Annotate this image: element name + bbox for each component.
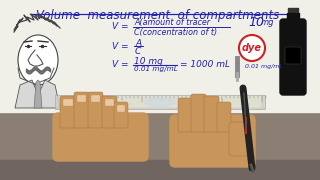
FancyBboxPatch shape: [204, 96, 219, 132]
Text: = 1000 mL: = 1000 mL: [180, 60, 230, 69]
Ellipse shape: [18, 35, 58, 85]
FancyBboxPatch shape: [91, 95, 100, 102]
FancyBboxPatch shape: [63, 99, 73, 106]
Text: C: C: [135, 47, 141, 56]
Bar: [0, 160, 320, 180]
Bar: [0, 0, 320, 112]
FancyBboxPatch shape: [105, 99, 114, 106]
FancyBboxPatch shape: [178, 98, 193, 132]
FancyBboxPatch shape: [53, 113, 148, 161]
Text: C(concentration of t): C(concentration of t): [134, 28, 217, 37]
Polygon shape: [34, 80, 42, 108]
Bar: [0, 108, 320, 180]
FancyBboxPatch shape: [217, 102, 231, 132]
FancyBboxPatch shape: [229, 122, 248, 156]
Text: V =: V =: [112, 60, 129, 69]
Text: 10: 10: [248, 16, 264, 29]
Text: 10 mg: 10 mg: [134, 57, 163, 66]
FancyBboxPatch shape: [102, 96, 117, 128]
FancyBboxPatch shape: [170, 115, 255, 167]
FancyBboxPatch shape: [60, 96, 76, 128]
Bar: [55, 95, 265, 109]
Text: Volume  measurement  of compartments: Volume measurement of compartments: [36, 9, 280, 22]
FancyBboxPatch shape: [88, 92, 103, 128]
Ellipse shape: [145, 98, 175, 107]
Text: mg: mg: [261, 18, 275, 27]
FancyBboxPatch shape: [77, 95, 86, 102]
FancyBboxPatch shape: [117, 105, 125, 112]
FancyBboxPatch shape: [191, 94, 206, 132]
FancyBboxPatch shape: [280, 19, 306, 95]
FancyBboxPatch shape: [74, 92, 89, 128]
Text: A(amount of tracer: A(amount of tracer: [134, 18, 210, 27]
Polygon shape: [15, 80, 60, 108]
Text: A: A: [135, 39, 141, 48]
Text: 0.01 mg/mL: 0.01 mg/mL: [134, 66, 178, 72]
Text: V =: V =: [112, 22, 129, 31]
Text: 0.01 mg/mL: 0.01 mg/mL: [245, 64, 283, 69]
Text: dye: dye: [242, 43, 262, 53]
Text: V =: V =: [112, 42, 129, 51]
FancyBboxPatch shape: [114, 102, 128, 128]
FancyBboxPatch shape: [285, 47, 301, 64]
Bar: [288, 8, 298, 15]
Bar: [287, 13, 299, 23]
Bar: [60, 96, 260, 106]
Circle shape: [239, 35, 265, 61]
